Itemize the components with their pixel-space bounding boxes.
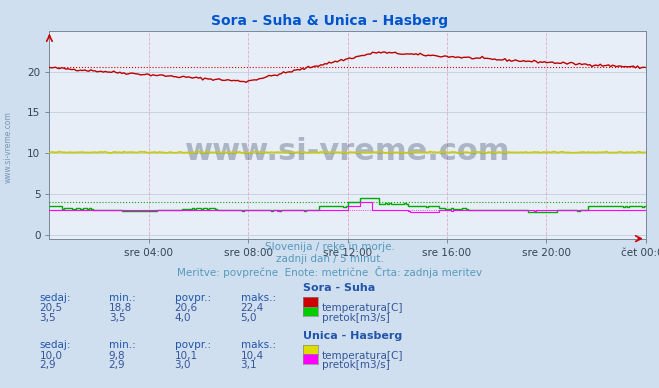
Text: 2,9: 2,9 (40, 360, 56, 371)
Text: 3,1: 3,1 (241, 360, 257, 371)
Text: Unica - Hasberg: Unica - Hasberg (303, 331, 403, 341)
Text: Sora - Suha: Sora - Suha (303, 283, 376, 293)
Text: 10,1: 10,1 (175, 351, 198, 361)
Text: maks.:: maks.: (241, 340, 275, 350)
Text: 10,0: 10,0 (40, 351, 63, 361)
Text: maks.:: maks.: (241, 293, 275, 303)
Text: min.:: min.: (109, 340, 136, 350)
Text: zadnji dan / 5 minut.: zadnji dan / 5 minut. (275, 254, 384, 264)
Text: 3,0: 3,0 (175, 360, 191, 371)
Text: 3,5: 3,5 (109, 313, 125, 323)
Text: pretok[m3/s]: pretok[m3/s] (322, 313, 389, 323)
Text: 22,4: 22,4 (241, 303, 264, 314)
Text: sedaj:: sedaj: (40, 340, 71, 350)
Text: 20,6: 20,6 (175, 303, 198, 314)
Text: 20,5: 20,5 (40, 303, 63, 314)
Text: Meritve: povprečne  Enote: metrične  Črta: zadnja meritev: Meritve: povprečne Enote: metrične Črta:… (177, 266, 482, 278)
Text: povpr.:: povpr.: (175, 340, 211, 350)
Text: 18,8: 18,8 (109, 303, 132, 314)
Text: pretok[m3/s]: pretok[m3/s] (322, 360, 389, 371)
Text: www.si-vreme.com: www.si-vreme.com (185, 137, 510, 166)
Text: 3,5: 3,5 (40, 313, 56, 323)
Text: 2,9: 2,9 (109, 360, 125, 371)
Text: 9,8: 9,8 (109, 351, 125, 361)
Text: sedaj:: sedaj: (40, 293, 71, 303)
Text: Sora - Suha & Unica - Hasberg: Sora - Suha & Unica - Hasberg (211, 14, 448, 28)
Text: Slovenija / reke in morje.: Slovenija / reke in morje. (264, 242, 395, 253)
Text: 5,0: 5,0 (241, 313, 257, 323)
Text: 4,0: 4,0 (175, 313, 191, 323)
Text: min.:: min.: (109, 293, 136, 303)
Text: temperatura[C]: temperatura[C] (322, 303, 403, 314)
Text: www.si-vreme.com: www.si-vreme.com (4, 111, 13, 184)
Text: temperatura[C]: temperatura[C] (322, 351, 403, 361)
Text: 10,4: 10,4 (241, 351, 264, 361)
Text: povpr.:: povpr.: (175, 293, 211, 303)
